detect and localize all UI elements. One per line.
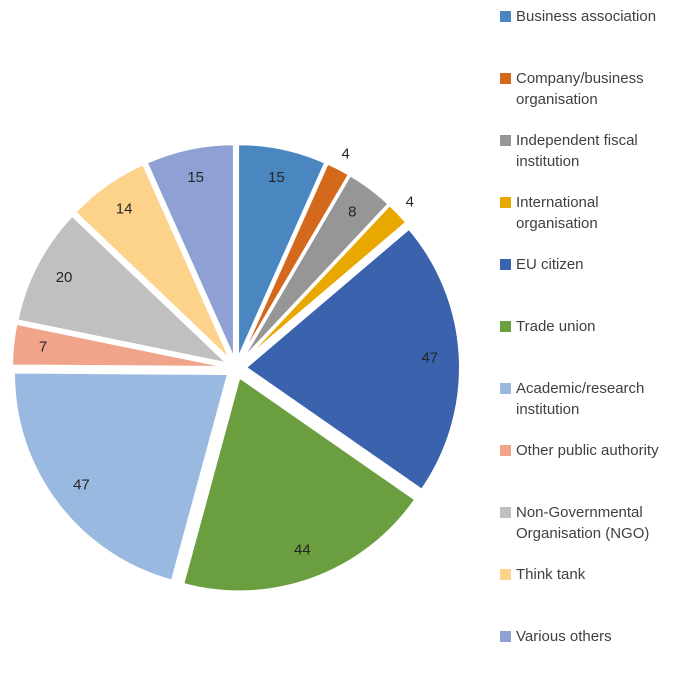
legend-swatch xyxy=(500,445,511,456)
legend-swatch xyxy=(500,197,511,208)
pie-slice xyxy=(73,163,232,361)
legend-swatch xyxy=(500,507,511,518)
legend-label: Business association xyxy=(516,8,657,25)
data-label: 15 xyxy=(187,169,204,186)
pie-slice xyxy=(242,203,408,362)
pie-slice xyxy=(13,371,230,582)
legend-entry: Independent fiscal institution xyxy=(500,130,674,192)
legend-entry: Various others xyxy=(500,626,674,688)
legend-entry: Business association xyxy=(500,6,674,68)
legend-label: Other public authority xyxy=(516,442,659,459)
pie-slice xyxy=(145,143,235,359)
data-label: 15 xyxy=(268,169,285,186)
legend-label: Non-Governmental Organisation (NGO) xyxy=(516,504,650,542)
legend-label: Think tank xyxy=(516,566,586,583)
legend-label: Independent fiscal institution xyxy=(516,132,638,170)
legend-label: EU citizen xyxy=(516,256,584,273)
pie-slice xyxy=(244,227,461,492)
legend-swatch xyxy=(500,569,511,580)
pie-slice xyxy=(16,214,231,366)
legend-entry: Think tank xyxy=(500,564,674,626)
legend-entry: Other public authority xyxy=(500,440,674,502)
pie-slice xyxy=(11,322,227,368)
data-label: 4 xyxy=(342,146,350,163)
legend-entry: Academic/research institution xyxy=(500,378,674,440)
data-label: 47 xyxy=(73,476,90,493)
legend-label: International organisation xyxy=(516,194,599,232)
legend-entry: International organisation xyxy=(500,192,674,254)
legend-label: Various others xyxy=(516,628,612,645)
pie-slice xyxy=(241,174,390,361)
pie-slice xyxy=(239,162,351,360)
legend-swatch xyxy=(500,631,511,642)
legend-swatch xyxy=(500,321,511,332)
data-label: 14 xyxy=(116,200,133,217)
legend-swatch xyxy=(500,135,511,146)
chart: 15 4 8 4 47 44 47 7 20 14 15 xyxy=(11,143,461,593)
data-label: 44 xyxy=(294,541,311,558)
data-label: 8 xyxy=(348,204,356,221)
legend-swatch xyxy=(500,73,511,84)
legend-swatch xyxy=(500,383,511,394)
legend-label: Company/business organisation xyxy=(516,70,644,108)
pie-slice xyxy=(237,143,327,359)
legend-entry: Trade union xyxy=(500,316,674,378)
data-label: 20 xyxy=(56,269,73,286)
legend-label: Academic/research institution xyxy=(516,380,645,418)
legend-entry: Non-Governmental Organisation (NGO) xyxy=(500,502,674,564)
legend: Business association Company/business org… xyxy=(500,6,674,688)
legend-entry: Company/business organisation xyxy=(500,68,674,130)
legend-label: Trade union xyxy=(516,318,596,335)
pie-slice xyxy=(182,375,417,593)
data-label: 4 xyxy=(406,193,414,210)
data-label: 7 xyxy=(39,339,47,356)
legend-swatch xyxy=(500,259,511,270)
data-label: 47 xyxy=(421,349,438,366)
page: {"chart_data": {"type": "pie", "categori… xyxy=(11,8,659,645)
legend-entry: EU citizen xyxy=(500,254,674,316)
legend-swatch xyxy=(500,11,511,22)
